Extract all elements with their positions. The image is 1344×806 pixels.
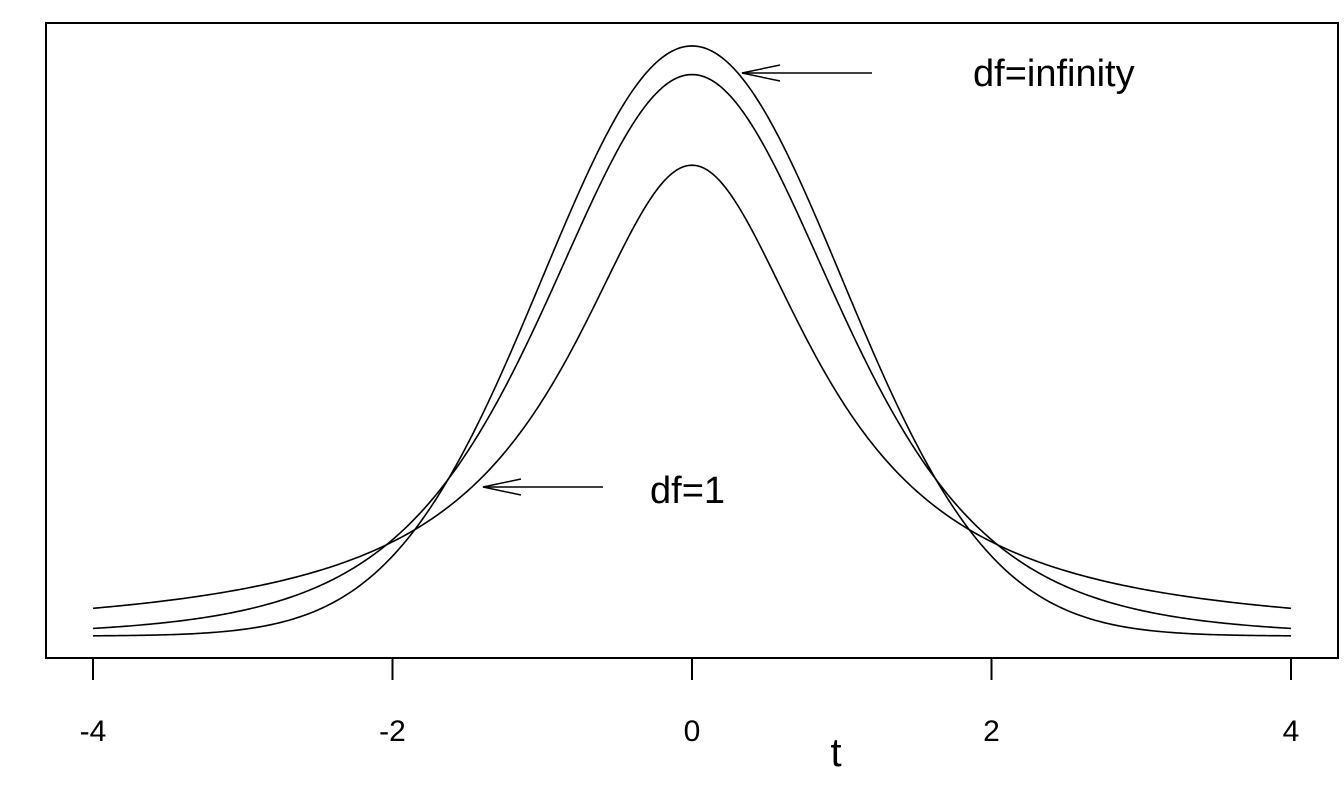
annotations: df=infinity df=1 — [482, 53, 1135, 512]
annotation-label-df-infinity: df=infinity — [973, 53, 1135, 95]
density-curve-df-infinity — [92, 45, 1292, 637]
x-axis-label: t — [830, 731, 841, 775]
density-curve-df-5 — [92, 73, 1292, 630]
x-tick-label: -2 — [379, 715, 406, 748]
x-tick-label: -4 — [80, 715, 107, 748]
plot-frame — [45, 22, 1339, 659]
annotation-label-df-1: df=1 — [650, 470, 725, 512]
x-ticks: -4 -2 0 2 4 — [80, 658, 1300, 748]
density-curves — [92, 45, 1292, 637]
annotation-df-infinity: df=infinity — [741, 53, 1135, 95]
annotation-arrowhead-icon — [741, 64, 781, 82]
x-tick-label: 2 — [983, 715, 1000, 748]
x-tick-label: 0 — [684, 715, 701, 748]
annotation-df-1: df=1 — [482, 470, 725, 512]
density-curve-df-1 — [92, 164, 1292, 610]
x-tick-label: 4 — [1283, 715, 1300, 748]
annotation-arrowhead-icon — [482, 478, 522, 496]
